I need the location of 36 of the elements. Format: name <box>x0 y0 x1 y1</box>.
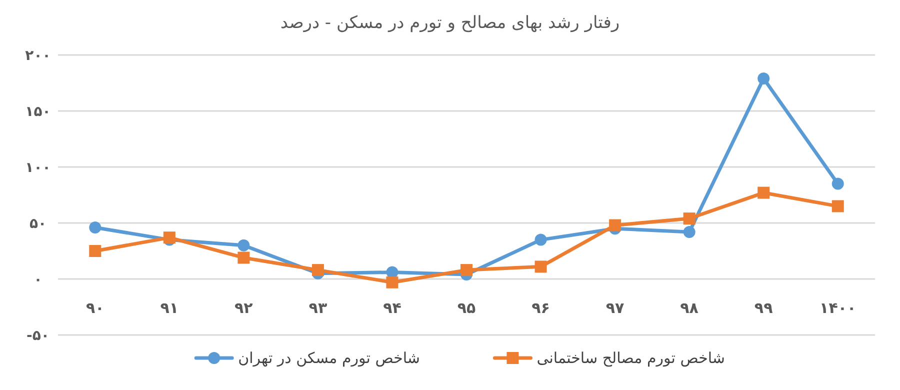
x-tick-label: ۱۴۰۰ <box>820 299 856 317</box>
point <box>683 226 696 238</box>
point <box>312 264 324 276</box>
legend-label: شاخص تورم مسکن در تهران <box>238 349 420 367</box>
point <box>386 276 398 288</box>
x-tick-label: ۹۴ <box>383 299 402 317</box>
point <box>238 239 250 252</box>
x-tick-label: ۹۹ <box>754 299 773 317</box>
x-tick-label: ۹۳ <box>308 299 328 317</box>
x-tick-label: ۹۱ <box>160 299 179 317</box>
x-tick-label: ۹۸ <box>680 299 698 317</box>
y-tick-label: ۲۰۰ <box>25 48 51 64</box>
point <box>534 260 547 273</box>
point <box>89 221 102 234</box>
point <box>238 252 250 264</box>
x-tick-label: ۹۰ <box>86 299 104 317</box>
y-tick-label: ۱۰۰ <box>25 160 51 176</box>
point <box>758 72 770 85</box>
x-tick-label: ۹۲ <box>234 299 253 317</box>
point <box>609 219 622 232</box>
point <box>460 264 472 276</box>
x-tick-label: ۹۷ <box>606 299 624 317</box>
y-tick-label: ۵۰ <box>29 216 47 232</box>
point <box>534 234 547 246</box>
point <box>683 212 696 225</box>
point <box>832 200 844 212</box>
y-tick-label: ۰ <box>34 272 42 288</box>
x-tick-label: ۹۶ <box>532 299 550 317</box>
y-tick-label: -۵۰ <box>26 328 50 344</box>
y-tick-label: ۱۵۰ <box>25 104 51 120</box>
point <box>89 245 102 257</box>
point <box>758 186 770 199</box>
title: رفتار رشد بهای مصالح و تورم در مسکن - درصد <box>280 13 620 33</box>
legend-label: شاخص تورم مصالح ساختمانی <box>536 349 725 367</box>
x-tick-label: ۹۵ <box>457 299 476 317</box>
point <box>832 178 844 190</box>
